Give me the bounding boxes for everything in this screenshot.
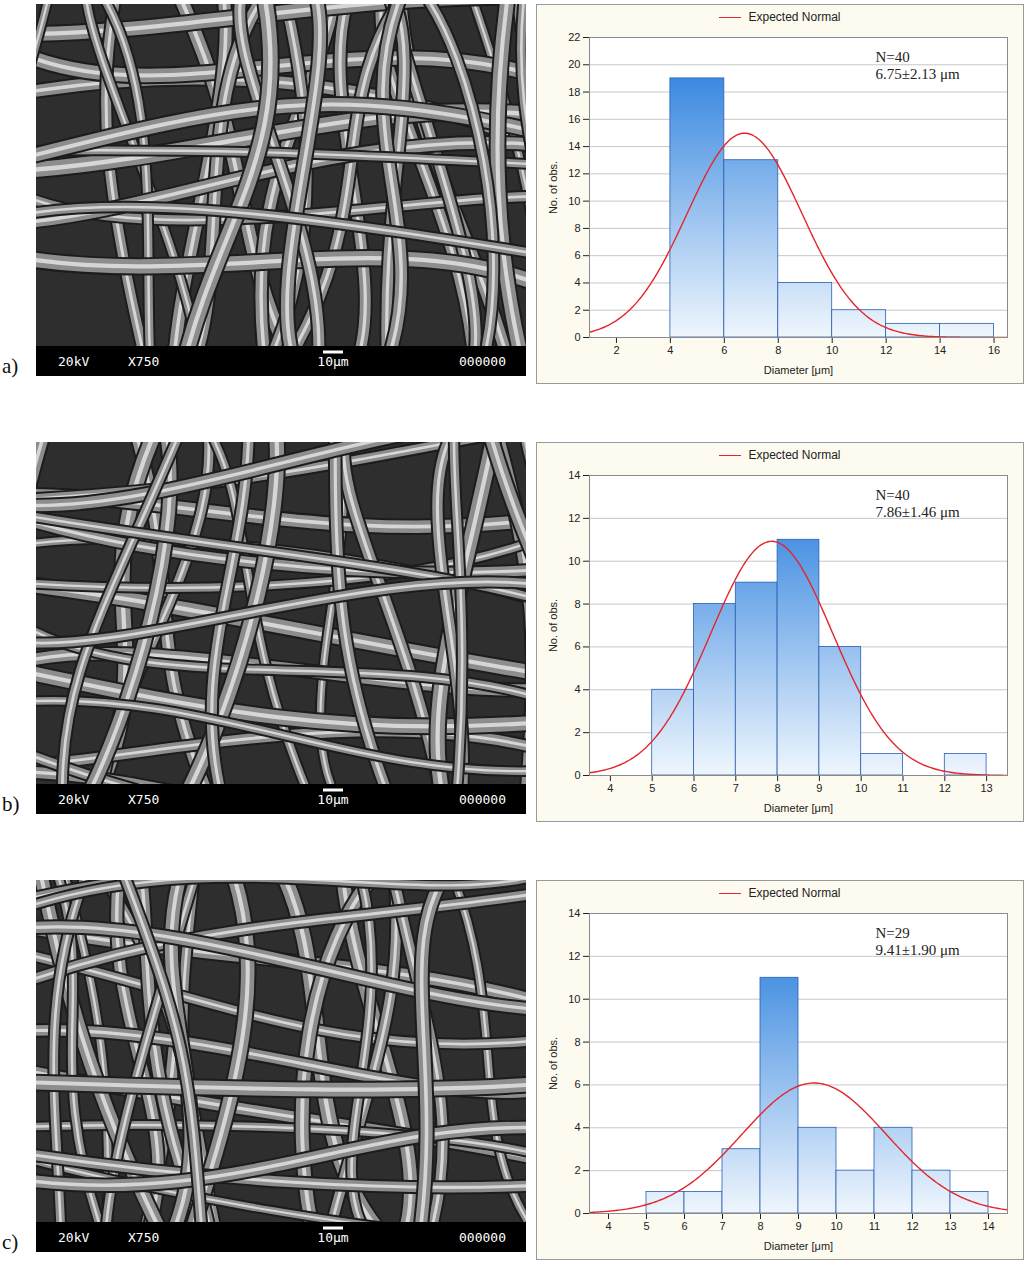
svg-text:8: 8	[775, 782, 781, 794]
svg-text:000000: 000000	[459, 1230, 506, 1245]
svg-text:8: 8	[574, 222, 580, 234]
svg-text:6: 6	[574, 640, 580, 652]
svg-text:Diameter [μm]: Diameter [μm]	[764, 802, 833, 814]
svg-text:10µm: 10µm	[317, 1230, 348, 1245]
svg-text:N=406.75±2.13 μm: N=406.75±2.13 μm	[876, 49, 961, 82]
svg-text:2: 2	[574, 726, 580, 738]
svg-text:X750: X750	[128, 792, 159, 807]
svg-text:Diameter [μm]: Diameter [μm]	[764, 364, 833, 376]
svg-text:10: 10	[568, 195, 580, 207]
svg-text:8: 8	[574, 598, 580, 610]
svg-text:7: 7	[719, 1220, 725, 1232]
svg-text:20kV: 20kV	[58, 1230, 89, 1245]
svg-text:10: 10	[568, 993, 580, 1005]
svg-text:10: 10	[855, 782, 867, 794]
svg-text:2: 2	[613, 344, 619, 356]
svg-text:4: 4	[574, 683, 580, 695]
svg-text:6: 6	[574, 1078, 580, 1090]
svg-text:22: 22	[568, 31, 580, 43]
svg-text:14: 14	[568, 907, 580, 919]
svg-text:12: 12	[906, 1220, 918, 1232]
svg-text:12: 12	[880, 344, 892, 356]
html-text:Expected Normal: Expected Normal	[748, 448, 841, 462]
svg-text:9: 9	[795, 1220, 801, 1232]
svg-text:4: 4	[605, 1220, 611, 1232]
svg-text:4: 4	[667, 344, 673, 356]
html-text:a): a)	[2, 354, 19, 378]
svg-text:N=407.86±1.46 μm: N=407.86±1.46 μm	[876, 487, 961, 520]
html-text:Expected Normal: Expected Normal	[748, 886, 841, 900]
svg-text:13: 13	[944, 1220, 956, 1232]
svg-text:18: 18	[568, 86, 580, 98]
html-text:c): c)	[2, 1230, 19, 1254]
svg-text:0: 0	[574, 1207, 580, 1219]
svg-text:0: 0	[574, 769, 580, 781]
svg-text:12: 12	[939, 782, 951, 794]
svg-text:14: 14	[568, 469, 580, 481]
svg-text:20: 20	[568, 58, 580, 70]
svg-text:16: 16	[988, 344, 1000, 356]
svg-text:000000: 000000	[459, 792, 506, 807]
svg-text:10: 10	[830, 1220, 842, 1232]
svg-text:10µm: 10µm	[317, 354, 348, 369]
svg-text:4: 4	[574, 276, 580, 288]
svg-text:No. of obs.: No. of obs.	[547, 161, 559, 214]
svg-text:6: 6	[681, 1220, 687, 1232]
svg-text:0: 0	[574, 331, 580, 343]
svg-text:4: 4	[607, 782, 613, 794]
svg-text:2: 2	[574, 304, 580, 316]
svg-text:20kV: 20kV	[58, 354, 89, 369]
svg-text:10: 10	[568, 555, 580, 567]
svg-text:11: 11	[897, 782, 908, 794]
svg-text:No. of obs.: No. of obs.	[547, 1037, 559, 1090]
svg-text:13: 13	[980, 782, 992, 794]
svg-text:8: 8	[574, 1036, 580, 1048]
html-text:b): b)	[2, 792, 20, 816]
svg-text:6: 6	[721, 344, 727, 356]
svg-text:2: 2	[574, 1164, 580, 1176]
svg-text:14: 14	[982, 1220, 994, 1232]
svg-text:9: 9	[816, 782, 822, 794]
svg-text:000000: 000000	[459, 354, 506, 369]
svg-text:5: 5	[643, 1220, 649, 1232]
svg-text:8: 8	[775, 344, 781, 356]
svg-text:No. of obs.: No. of obs.	[547, 599, 559, 652]
svg-text:7: 7	[733, 782, 739, 794]
svg-text:6: 6	[574, 249, 580, 261]
svg-text:4: 4	[574, 1121, 580, 1133]
svg-text:14: 14	[934, 344, 946, 356]
svg-text:10µm: 10µm	[317, 792, 348, 807]
svg-text:14: 14	[568, 140, 580, 152]
svg-text:Diameter [μm]: Diameter [μm]	[764, 1240, 833, 1252]
svg-text:N=299.41±1.90 μm: N=299.41±1.90 μm	[876, 925, 961, 958]
svg-text:X750: X750	[128, 354, 159, 369]
svg-text:12: 12	[568, 950, 580, 962]
svg-text:5: 5	[649, 782, 655, 794]
svg-text:11: 11	[869, 1220, 880, 1232]
html-text:Expected Normal: Expected Normal	[748, 10, 841, 24]
svg-text:20kV: 20kV	[58, 792, 89, 807]
svg-text:10: 10	[826, 344, 838, 356]
svg-text:16: 16	[568, 113, 580, 125]
svg-text:12: 12	[568, 512, 580, 524]
svg-text:6: 6	[691, 782, 697, 794]
svg-text:8: 8	[757, 1220, 763, 1232]
svg-text:12: 12	[568, 167, 580, 179]
svg-text:X750: X750	[128, 1230, 159, 1245]
